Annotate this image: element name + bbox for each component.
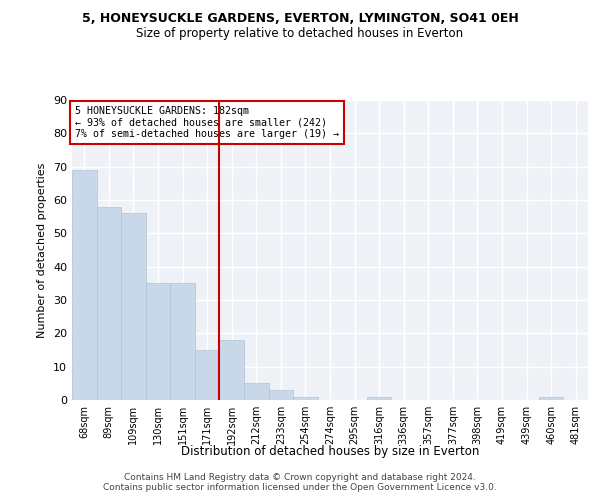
- Bar: [244, 384, 269, 400]
- Bar: [97, 206, 121, 400]
- Text: Size of property relative to detached houses in Everton: Size of property relative to detached ho…: [136, 28, 464, 40]
- Bar: [269, 390, 293, 400]
- Bar: [195, 350, 220, 400]
- Bar: [539, 396, 563, 400]
- Bar: [170, 284, 195, 400]
- Bar: [146, 284, 170, 400]
- Text: 5 HONEYSUCKLE GARDENS: 182sqm
← 93% of detached houses are smaller (242)
7% of s: 5 HONEYSUCKLE GARDENS: 182sqm ← 93% of d…: [74, 106, 338, 139]
- Text: 5, HONEYSUCKLE GARDENS, EVERTON, LYMINGTON, SO41 0EH: 5, HONEYSUCKLE GARDENS, EVERTON, LYMINGT…: [82, 12, 518, 26]
- Y-axis label: Number of detached properties: Number of detached properties: [37, 162, 47, 338]
- Bar: [367, 396, 391, 400]
- Text: Distribution of detached houses by size in Everton: Distribution of detached houses by size …: [181, 444, 479, 458]
- Bar: [121, 214, 146, 400]
- Bar: [293, 396, 318, 400]
- Bar: [72, 170, 97, 400]
- Bar: [220, 340, 244, 400]
- Text: Contains HM Land Registry data © Crown copyright and database right 2024.
Contai: Contains HM Land Registry data © Crown c…: [103, 473, 497, 492]
